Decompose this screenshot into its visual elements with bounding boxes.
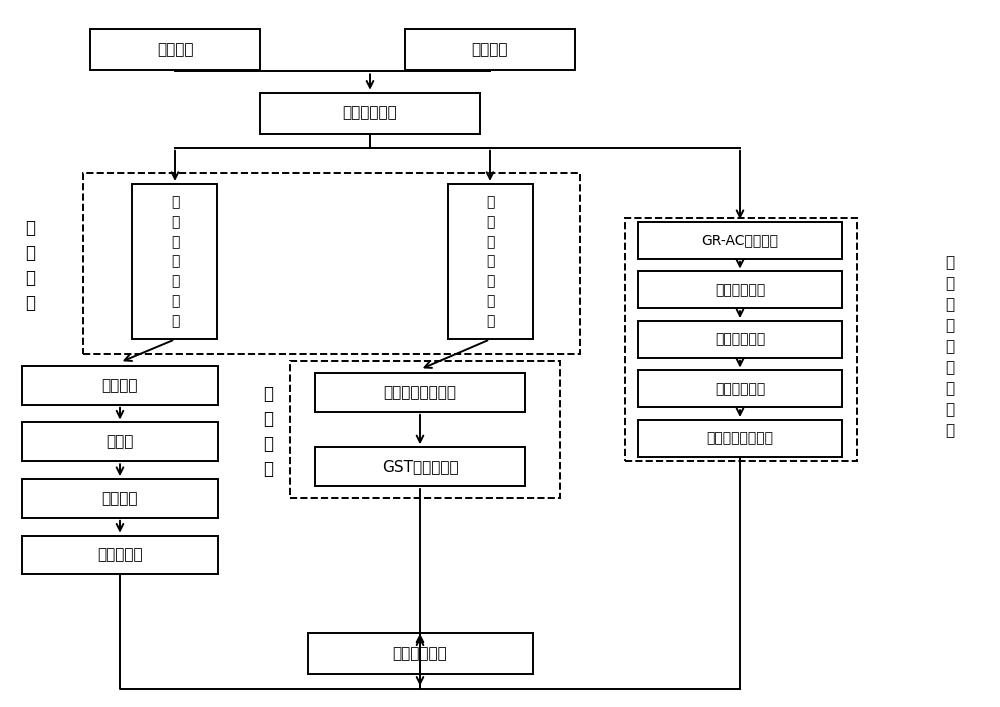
- FancyBboxPatch shape: [638, 271, 842, 308]
- Text: 地震数据: 地震数据: [157, 42, 193, 57]
- Text: 煤: 煤: [486, 215, 494, 229]
- Text: 低频模型建立: 低频模型建立: [715, 332, 765, 346]
- FancyBboxPatch shape: [132, 184, 217, 339]
- Text: 型: 型: [486, 274, 494, 288]
- Text: 削: 削: [171, 195, 179, 209]
- Text: 匹配追踪剥离煤层: 匹配追踪剥离煤层: [384, 385, 456, 400]
- Text: 型: 型: [171, 235, 179, 249]
- Text: GST时频域重构: GST时频域重构: [382, 459, 458, 474]
- FancyBboxPatch shape: [638, 370, 842, 407]
- Text: 约束稀疏脉冲反演: 约束稀疏脉冲反演: [706, 431, 774, 445]
- Text: 储层综合评价: 储层综合评价: [393, 646, 447, 662]
- Text: 演: 演: [486, 314, 494, 328]
- Text: 层: 层: [486, 235, 494, 249]
- FancyBboxPatch shape: [448, 184, 532, 339]
- Text: 正: 正: [486, 294, 494, 308]
- FancyBboxPatch shape: [22, 422, 218, 462]
- FancyBboxPatch shape: [315, 448, 525, 486]
- Text: 含: 含: [486, 195, 494, 209]
- Text: 正: 正: [171, 294, 179, 308]
- FancyBboxPatch shape: [22, 366, 218, 404]
- Text: 地震子波提取: 地震子波提取: [715, 283, 765, 297]
- Text: 谱分解: 谱分解: [106, 434, 134, 450]
- FancyBboxPatch shape: [638, 222, 842, 259]
- FancyBboxPatch shape: [405, 29, 575, 70]
- Text: 模: 模: [486, 255, 494, 269]
- FancyBboxPatch shape: [638, 321, 842, 358]
- FancyBboxPatch shape: [90, 29, 260, 70]
- FancyBboxPatch shape: [22, 536, 218, 574]
- Text: 蚀: 蚀: [171, 215, 179, 229]
- Text: 尖灭线拾取: 尖灭线拾取: [97, 547, 143, 563]
- Text: GR-AC曲线重构: GR-AC曲线重构: [702, 233, 778, 247]
- Text: 测井数据: 测井数据: [472, 42, 508, 57]
- FancyBboxPatch shape: [638, 420, 842, 457]
- Text: 型: 型: [171, 274, 179, 288]
- Text: 反演参数选取: 反演参数选取: [715, 382, 765, 396]
- Text: 地震构造解释: 地震构造解释: [343, 105, 397, 121]
- Text: 模: 模: [171, 255, 179, 269]
- FancyBboxPatch shape: [308, 633, 532, 674]
- Text: 优选属性: 优选属性: [102, 378, 138, 393]
- Text: 目
标
处
理: 目 标 处 理: [263, 385, 273, 478]
- Text: 正
演
模
拟: 正 演 模 拟: [25, 218, 35, 312]
- Text: 演: 演: [171, 314, 179, 328]
- FancyBboxPatch shape: [260, 93, 480, 134]
- Text: 属性切片: 属性切片: [102, 491, 138, 506]
- FancyBboxPatch shape: [22, 479, 218, 518]
- Text: 伽
马
拟
声
波
阻
抗
反
演: 伽 马 拟 声 波 阻 抗 反 演: [945, 255, 955, 438]
- FancyBboxPatch shape: [315, 373, 525, 411]
